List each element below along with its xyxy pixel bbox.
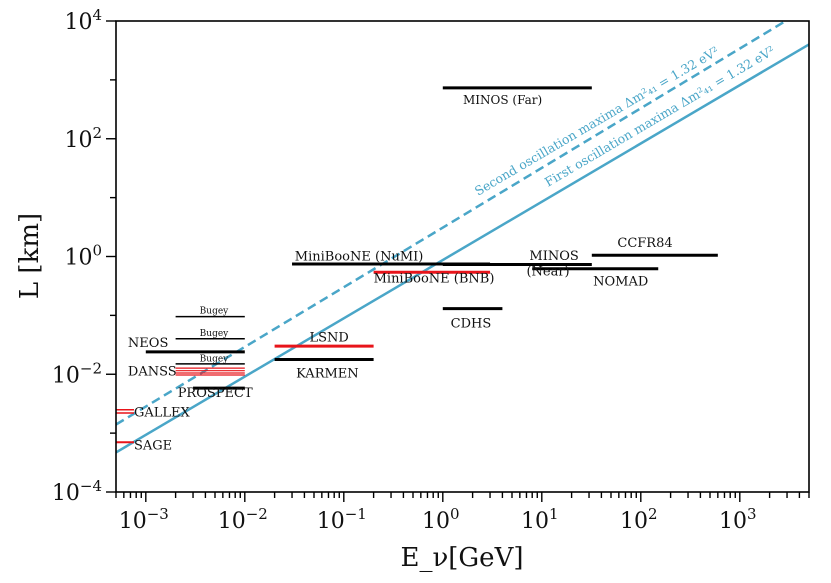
label-karmen: KARMEN xyxy=(296,367,359,382)
first-oscillation-line xyxy=(116,43,809,454)
label-bugey: Bugey xyxy=(200,354,229,364)
label-minos: MINOS xyxy=(529,249,578,264)
second-oscillation-label: Second oscillation maxima Δm²₄₁ = 1.32 e… xyxy=(472,43,721,198)
y-tick-label: 10−2 xyxy=(52,359,102,388)
label-prospect: PROSPECT xyxy=(178,386,253,401)
label-nomad: NOMAD xyxy=(593,275,648,290)
label-sage: SAGE xyxy=(134,438,172,453)
label-miniboone-bnb: MiniBooNE (BNB) xyxy=(374,272,495,287)
x-tick-label: 10−1 xyxy=(317,505,367,534)
oscillation-labels: First oscillation maxima Δm²₄₁ = 1.32 eV… xyxy=(472,43,777,199)
y-tick-label: 102 xyxy=(64,124,102,153)
x-tick-label: 10−2 xyxy=(218,505,268,534)
experiment-labels: MINOS (Far) MiniBooNE (NuMI) MiniBooNE (BN… xyxy=(128,93,673,453)
label-lsnd: LSND xyxy=(309,330,348,345)
x-tick-label: 103 xyxy=(719,505,757,534)
label-cdhs: CDHS xyxy=(451,317,492,332)
ticks: 10−3 10−2 10−1 100 101 102 103 10−4 10−2 100 102 10… xyxy=(52,6,810,534)
label-neos: NEOS xyxy=(128,336,168,351)
label-gallex: GALLEX xyxy=(134,406,191,421)
y-tick-label: 100 xyxy=(64,242,102,271)
first-oscillation-label: First oscillation maxima Δm²₄₁ = 1.32 eV… xyxy=(542,43,777,190)
second-oscillation-line xyxy=(116,21,787,426)
oscillation-lines xyxy=(116,21,809,454)
x-tick-label: 10−3 xyxy=(119,505,169,534)
experiment-segments xyxy=(116,86,718,444)
y-tick-label: 10−4 xyxy=(52,477,102,506)
label-bugey: Bugey xyxy=(200,329,229,339)
x-axis-label: E_ν[GeV] xyxy=(400,543,523,573)
label-minos-far: MINOS (Far) xyxy=(463,93,542,107)
label-ccfr84: CCFR84 xyxy=(617,236,672,251)
x-tick-label: 102 xyxy=(620,505,658,534)
x-tick-label: 101 xyxy=(521,505,559,534)
label-danss: DANSS xyxy=(128,364,177,379)
y-axis-label: L [km] xyxy=(15,213,45,299)
label-near: (Near) xyxy=(526,264,569,279)
label-miniboone-numi: MiniBooNE (NuMI) xyxy=(295,250,424,265)
x-tick-label: 100 xyxy=(422,505,460,534)
label-bugey: Bugey xyxy=(200,307,229,317)
y-tick-label: 104 xyxy=(64,6,102,35)
